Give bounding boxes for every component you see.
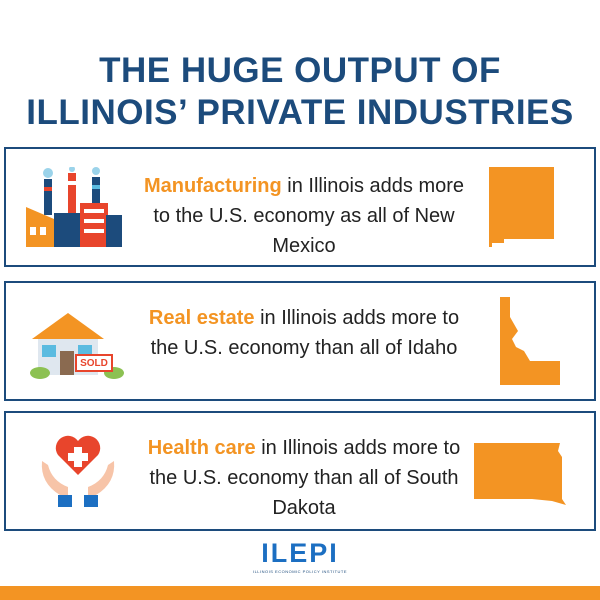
health-icon — [41, 435, 115, 507]
factory-icon — [26, 167, 122, 247]
card-text: Manufacturing in Illinois adds more to t… — [134, 171, 474, 261]
footer-bar — [0, 586, 600, 600]
title-line: ILLINOIS’ PRIVATE INDUSTRIES — [26, 93, 574, 132]
new-mexico-shape — [489, 167, 554, 247]
idaho-shape — [500, 297, 560, 385]
logo: ILEPI — [261, 538, 339, 568]
card-text: Health care in Illinois adds more to the… — [134, 433, 474, 523]
description: in Illinois adds more to the U.S. econom… — [150, 307, 460, 359]
description: in Illinois adds more to the U.S. econom… — [153, 175, 465, 257]
highlight: Manufacturing — [143, 175, 282, 197]
card: Manufacturing in Illinois adds more to t… — [4, 147, 596, 267]
house-icon: SOLD — [30, 313, 124, 379]
description: in Illinois adds more to the U.S. econom… — [149, 437, 461, 519]
card-text: Real estate in Illinois adds more to the… — [134, 303, 474, 363]
title-line: THE HUGE OUTPUT OF — [99, 51, 501, 90]
card: SOLD Real estate in Illinois adds more t… — [4, 281, 596, 401]
logo-tagline: ILLINOIS ECONOMIC POLICY INSTITUTE — [252, 569, 348, 574]
south-dakota-shape — [474, 443, 566, 505]
highlight: Real estate — [148, 307, 255, 329]
title: THE HUGE OUTPUT OF ILLINOIS’ PRIVATE IND… — [0, 50, 600, 134]
sign-text: SOLD — [80, 358, 108, 369]
highlight: Health care — [147, 437, 256, 459]
card: Health care in Illinois adds more to the… — [4, 411, 596, 531]
